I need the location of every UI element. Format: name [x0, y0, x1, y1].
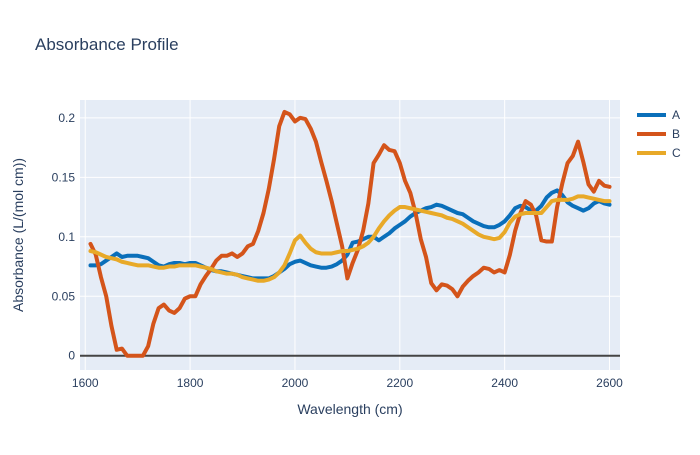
y-tick-label: 0: [68, 349, 75, 363]
legend-label: A: [672, 108, 680, 122]
y-tick-label: 0.05: [52, 289, 76, 303]
x-tick-labels: 1600 1800 2000 2200 2400 2600: [72, 376, 623, 390]
x-tick-label: 2600: [596, 376, 623, 390]
y-tick-label: 0.2: [58, 111, 75, 125]
legend-label: C: [672, 146, 681, 160]
grid-lines: [80, 100, 620, 370]
series-line-c[interactable]: [88, 194, 612, 283]
x-tick-label: 2000: [282, 376, 309, 390]
x-axis-title: Wavelength (cm): [297, 401, 402, 417]
x-tick-label: 2200: [386, 376, 413, 390]
x-tick-label: 2400: [491, 376, 518, 390]
legend-item-a[interactable]: A: [637, 108, 680, 122]
legend-item-c[interactable]: C: [637, 146, 681, 160]
legend-item-b[interactable]: B: [637, 127, 680, 141]
y-tick-label: 0.1: [58, 230, 75, 244]
series-layer: [88, 109, 612, 358]
legend-label: B: [672, 127, 680, 141]
series-line-b[interactable]: [88, 109, 612, 358]
x-tick-label: 1800: [177, 376, 204, 390]
legend[interactable]: ABC: [637, 108, 681, 160]
y-axis-title: Absorbance (L/(mol cm)): [10, 158, 26, 312]
y-tick-label: 0.15: [52, 170, 76, 184]
y-tick-labels: 0 0.05 0.1 0.15 0.2: [52, 111, 76, 363]
x-tick-label: 1600: [72, 376, 99, 390]
plot-area: [80, 100, 620, 370]
chart-title: Absorbance Profile: [35, 35, 179, 54]
